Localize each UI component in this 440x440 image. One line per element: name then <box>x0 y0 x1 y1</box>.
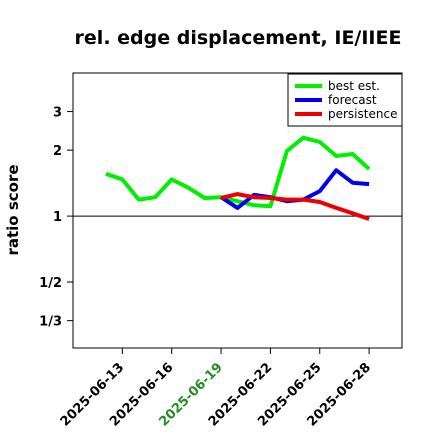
y-tick-label: 3 <box>53 106 62 121</box>
y-tick-label: 1/2 <box>39 276 62 291</box>
series-line-best-est <box>105 135 371 209</box>
series-line-persistence <box>220 192 370 221</box>
series-line-forecast <box>220 168 370 210</box>
x-axis: 2025-06-132025-06-162025-06-192025-06-22… <box>58 348 374 430</box>
legend-label-persistence: persistence <box>328 107 397 121</box>
y-tick-label: 2 <box>53 144 62 159</box>
legend-label-forecast: forecast <box>328 93 377 107</box>
y-tick-label: 1 <box>53 210 62 225</box>
plot-area-frame <box>72 72 403 349</box>
y-tick-label: 1/3 <box>39 315 62 330</box>
series-layer <box>105 135 371 221</box>
chart-title: rel. edge displacement, IE/IIEE <box>75 27 402 49</box>
legend-label-best-est: best est. <box>328 79 380 93</box>
y-axis-label: ratio score <box>4 164 22 255</box>
y-axis: 3 2 1 1/2 1/3 <box>39 106 73 330</box>
